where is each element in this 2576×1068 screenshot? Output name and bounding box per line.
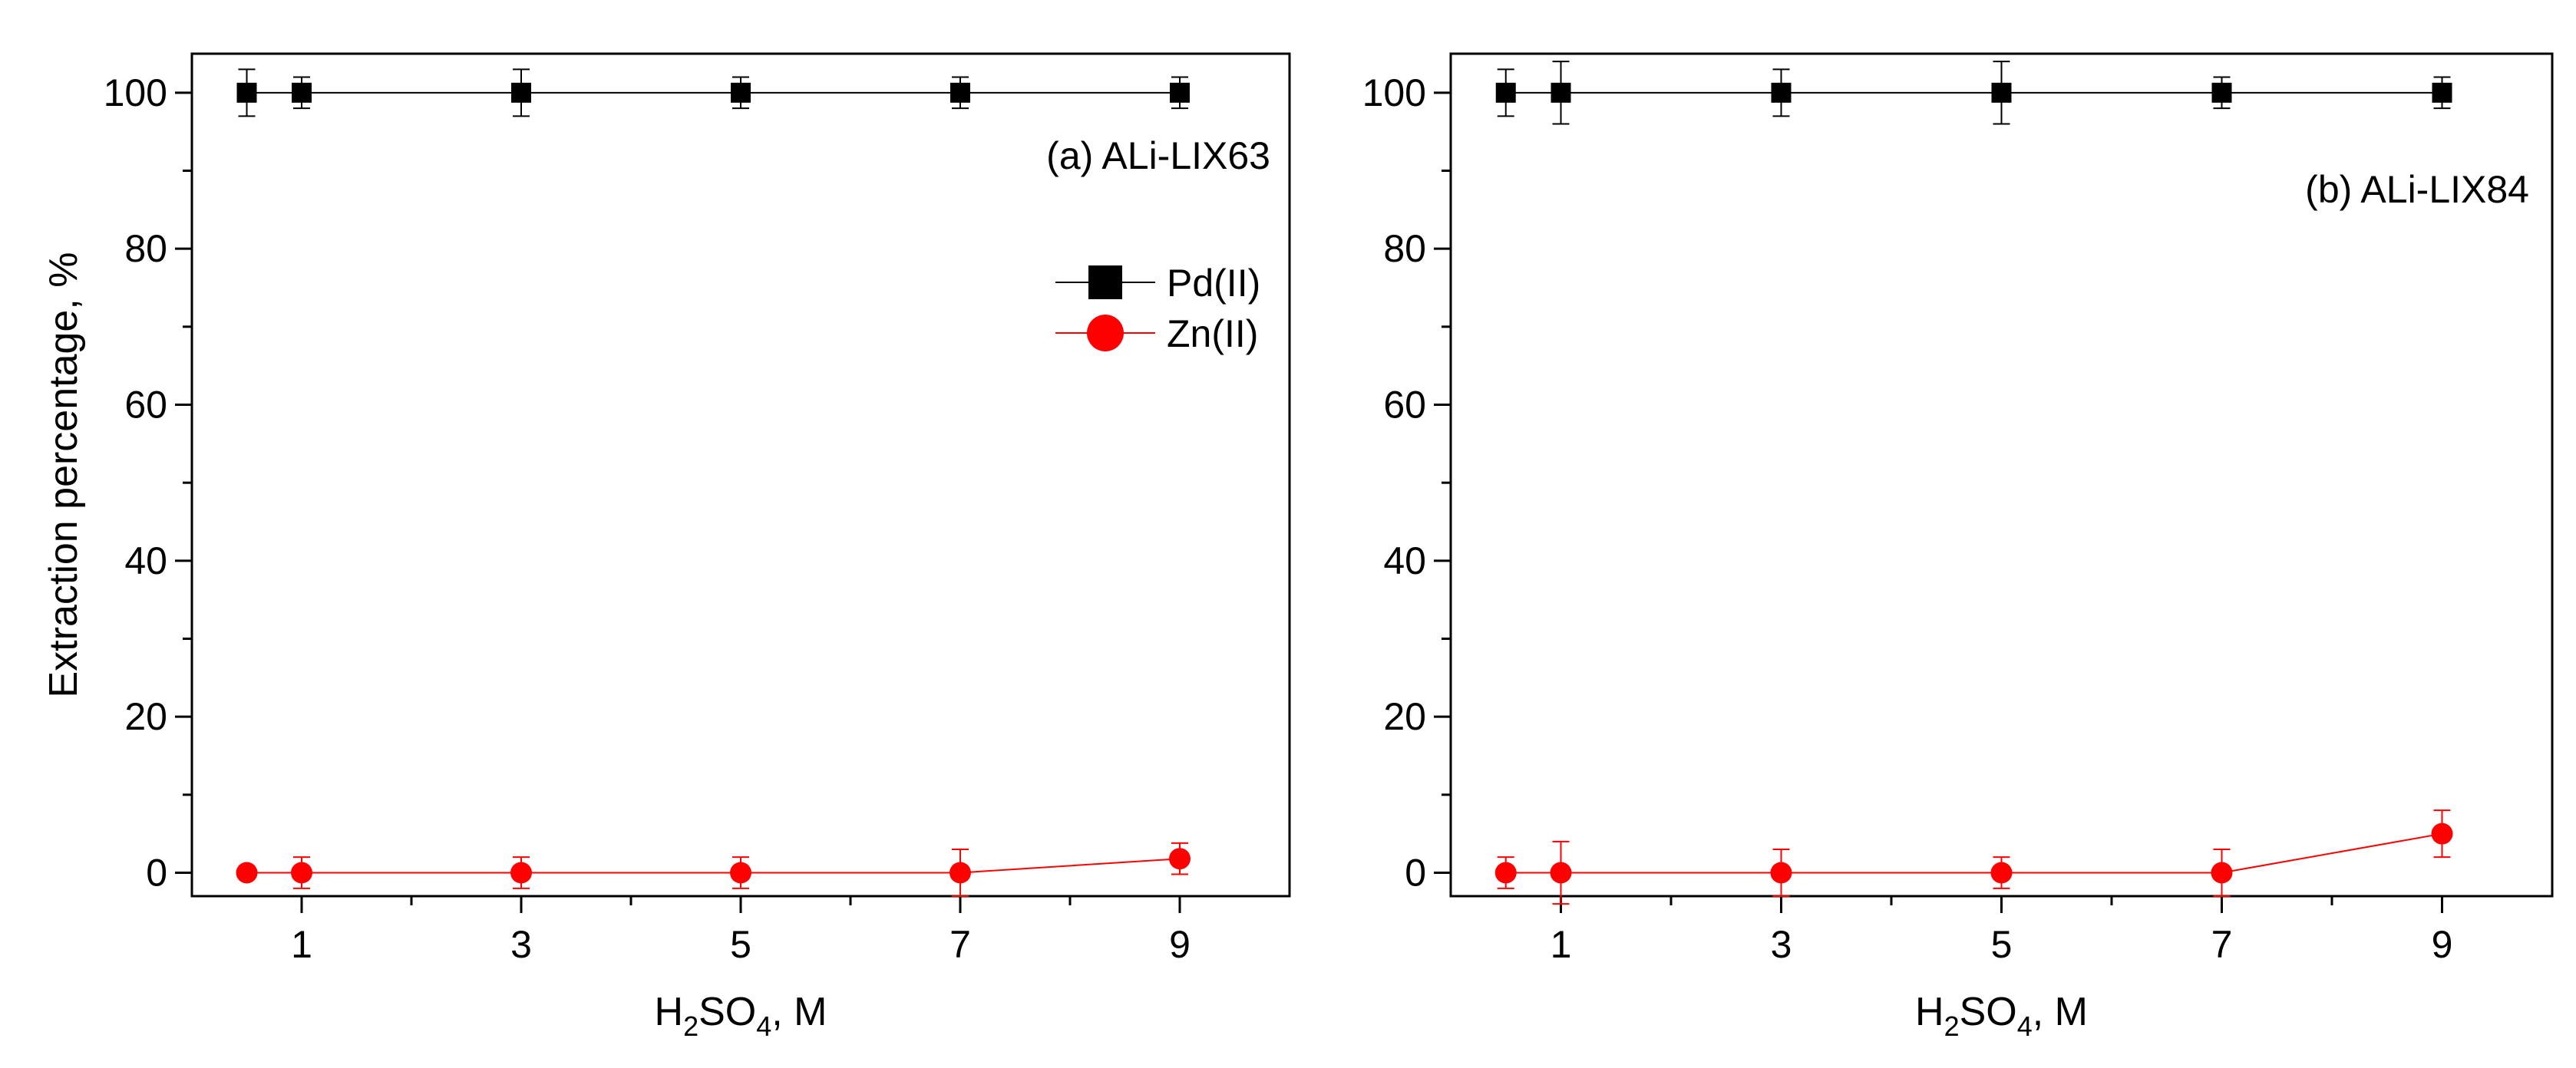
legend-marker-square — [1088, 265, 1122, 299]
data-point-square — [731, 82, 751, 103]
x-axis-label-part: 4 — [756, 1010, 771, 1042]
series-line — [1505, 832, 2442, 874]
x-tick-label: 3 — [1771, 923, 1792, 966]
x-tick-label: 7 — [949, 923, 971, 966]
y-tick-label: 40 — [124, 539, 167, 582]
x-axis-label: H2SO4, M — [655, 990, 827, 1042]
legend-label: Zn(II) — [1167, 312, 1258, 355]
data-point-circle — [510, 862, 532, 884]
series-zn — [1494, 809, 2453, 905]
series-pd — [1495, 61, 2452, 125]
x-tick-label: 7 — [2211, 923, 2233, 966]
data-point-circle — [291, 862, 312, 884]
data-point-circle — [1494, 862, 1517, 884]
x-tick-label: 1 — [291, 923, 312, 966]
legend-marker-circle — [1087, 315, 1124, 351]
x-axis-label-part: 2 — [1944, 1010, 1960, 1042]
x-axis-label-part: H — [1915, 990, 1944, 1034]
data-point-square — [1495, 82, 1516, 103]
data-point-circle — [2431, 822, 2453, 845]
x-tick-label: 9 — [1169, 923, 1191, 966]
panel-annotation: (a) ALi-LIX63 — [1046, 134, 1270, 177]
data-point-square — [236, 82, 257, 103]
legend-label: Pd(II) — [1167, 262, 1260, 305]
x-axis-label-part: SO — [1960, 990, 2017, 1034]
y-tick-label: 20 — [1383, 695, 1426, 738]
y-tick-label: 40 — [1383, 539, 1426, 582]
data-point-circle — [236, 862, 258, 884]
series-pd — [236, 68, 1190, 117]
y-tick-label: 20 — [124, 695, 167, 738]
x-axis-label-part: H — [655, 990, 684, 1034]
data-point-circle — [1770, 862, 1792, 884]
x-tick-label: 3 — [510, 923, 532, 966]
data-point-square — [1771, 82, 1792, 103]
x-axis-label-part: , M — [2033, 990, 2088, 1034]
data-point-square — [1551, 82, 1571, 103]
panel-annotation: (b) ALi-LIX84 — [2305, 168, 2529, 211]
plot-frame — [190, 52, 1291, 898]
chart-panel-b: 0 20 40 60 80 100 1 3 5 7 9 H2SO4, M (b) ALi-LIX84 — [1362, 52, 2554, 1042]
data-point-circle — [1550, 862, 1572, 884]
x-axis-label-part: 2 — [683, 1010, 698, 1042]
data-point-square — [1170, 82, 1190, 103]
data-point-square — [950, 82, 970, 103]
x-tick-label: 9 — [2432, 923, 2453, 966]
y-tick-label: 60 — [124, 384, 167, 427]
data-point-square — [2211, 82, 2232, 103]
data-point-square — [292, 82, 312, 103]
data-point-square — [1991, 82, 2012, 103]
data-point-square — [511, 82, 531, 103]
y-tick-label: 80 — [1383, 227, 1426, 270]
x-axis-label-part: , M — [771, 990, 827, 1034]
data-point-square — [2432, 82, 2452, 103]
x-axis-label-part: SO — [698, 990, 756, 1034]
y-tick-label: 60 — [1383, 384, 1426, 427]
x-tick-label: 5 — [730, 923, 751, 966]
data-point-circle — [1169, 848, 1191, 870]
data-point-circle — [2211, 862, 2233, 884]
y-tick-label: 0 — [1405, 852, 1426, 895]
y-axis-label: Extraction percentage, % — [41, 252, 86, 698]
x-tick-label: 5 — [1991, 923, 2013, 966]
series-line — [246, 858, 1181, 874]
data-point-circle — [1990, 862, 2013, 884]
y-tick-label: 100 — [1362, 71, 1426, 114]
y-tick-label: 80 — [124, 227, 167, 270]
legend: Pd(II) Zn(II) — [1055, 262, 1260, 355]
chart-panel-a: 0 20 40 60 80 100 1 3 5 7 9 H2SO4, M Extraction perc… — [41, 52, 1291, 1042]
x-tick-label: 1 — [1551, 923, 1572, 966]
x-axis-label-part: 4 — [2017, 1010, 2033, 1042]
data-point-circle — [730, 862, 751, 884]
series-zn — [236, 842, 1191, 897]
y-tick-label: 0 — [146, 852, 167, 895]
y-tick-label: 100 — [104, 71, 167, 114]
data-point-circle — [949, 862, 971, 884]
x-axis-label: H2SO4, M — [1915, 990, 2088, 1042]
